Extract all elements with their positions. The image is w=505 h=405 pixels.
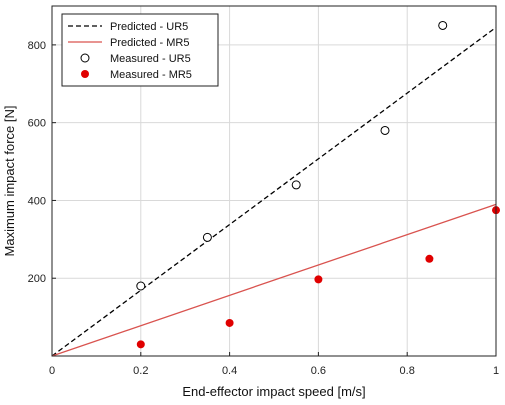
measured-ur5-point — [291, 180, 301, 190]
y-tick-label: 400 — [28, 195, 46, 207]
predicted-ur5-line — [51, 26, 497, 357]
legend-label-predicted-ur5: Predicted - UR5 — [110, 21, 188, 33]
legend: Predicted - UR5 Predicted - MR5 Measured -… — [61, 13, 219, 87]
measured-mr5-point — [314, 275, 323, 284]
legend-swatch-measured-mr5 — [81, 70, 89, 78]
x-axis-title: End-effector impact speed [m/s] — [182, 384, 365, 399]
y-tick-label: 600 — [28, 118, 46, 130]
x-tick-label: 0.4 — [222, 365, 237, 377]
measured-ur5-point — [438, 20, 448, 30]
predicted-mr5-line — [51, 203, 497, 357]
legend-label-measured-mr5: Measured - MR5 — [110, 69, 192, 81]
measured-mr5-point — [425, 254, 434, 263]
y-tick-label: 200 — [28, 273, 46, 285]
x-tick-label: 0.8 — [400, 365, 415, 377]
x-tick-label: 0.2 — [133, 365, 148, 377]
plot-frame — [51, 5, 497, 357]
measured-ur5-point — [202, 232, 212, 242]
legend-label-measured-ur5: Measured - UR5 — [110, 53, 191, 65]
legend-swatch-measured-ur5 — [80, 53, 90, 63]
measured-mr5-point — [225, 318, 234, 327]
measured-ur5-point — [380, 125, 390, 135]
legend-label-predicted-mr5: Predicted - MR5 — [110, 37, 189, 49]
x-tick-label: 0 — [49, 365, 55, 377]
axis-ticks: 0 0.2 0.4 0.6 0.8 1 200 400 600 800 — [28, 40, 499, 377]
x-tick-label: 1 — [493, 365, 499, 377]
y-axis-title: Maximum impact force [N] — [2, 106, 17, 257]
measured-mr5-point — [136, 340, 145, 349]
measured-ur5-point — [136, 281, 146, 291]
x-tick-label: 0.6 — [311, 365, 326, 377]
y-tick-label: 800 — [28, 40, 46, 52]
series-layer — [51, 20, 500, 357]
